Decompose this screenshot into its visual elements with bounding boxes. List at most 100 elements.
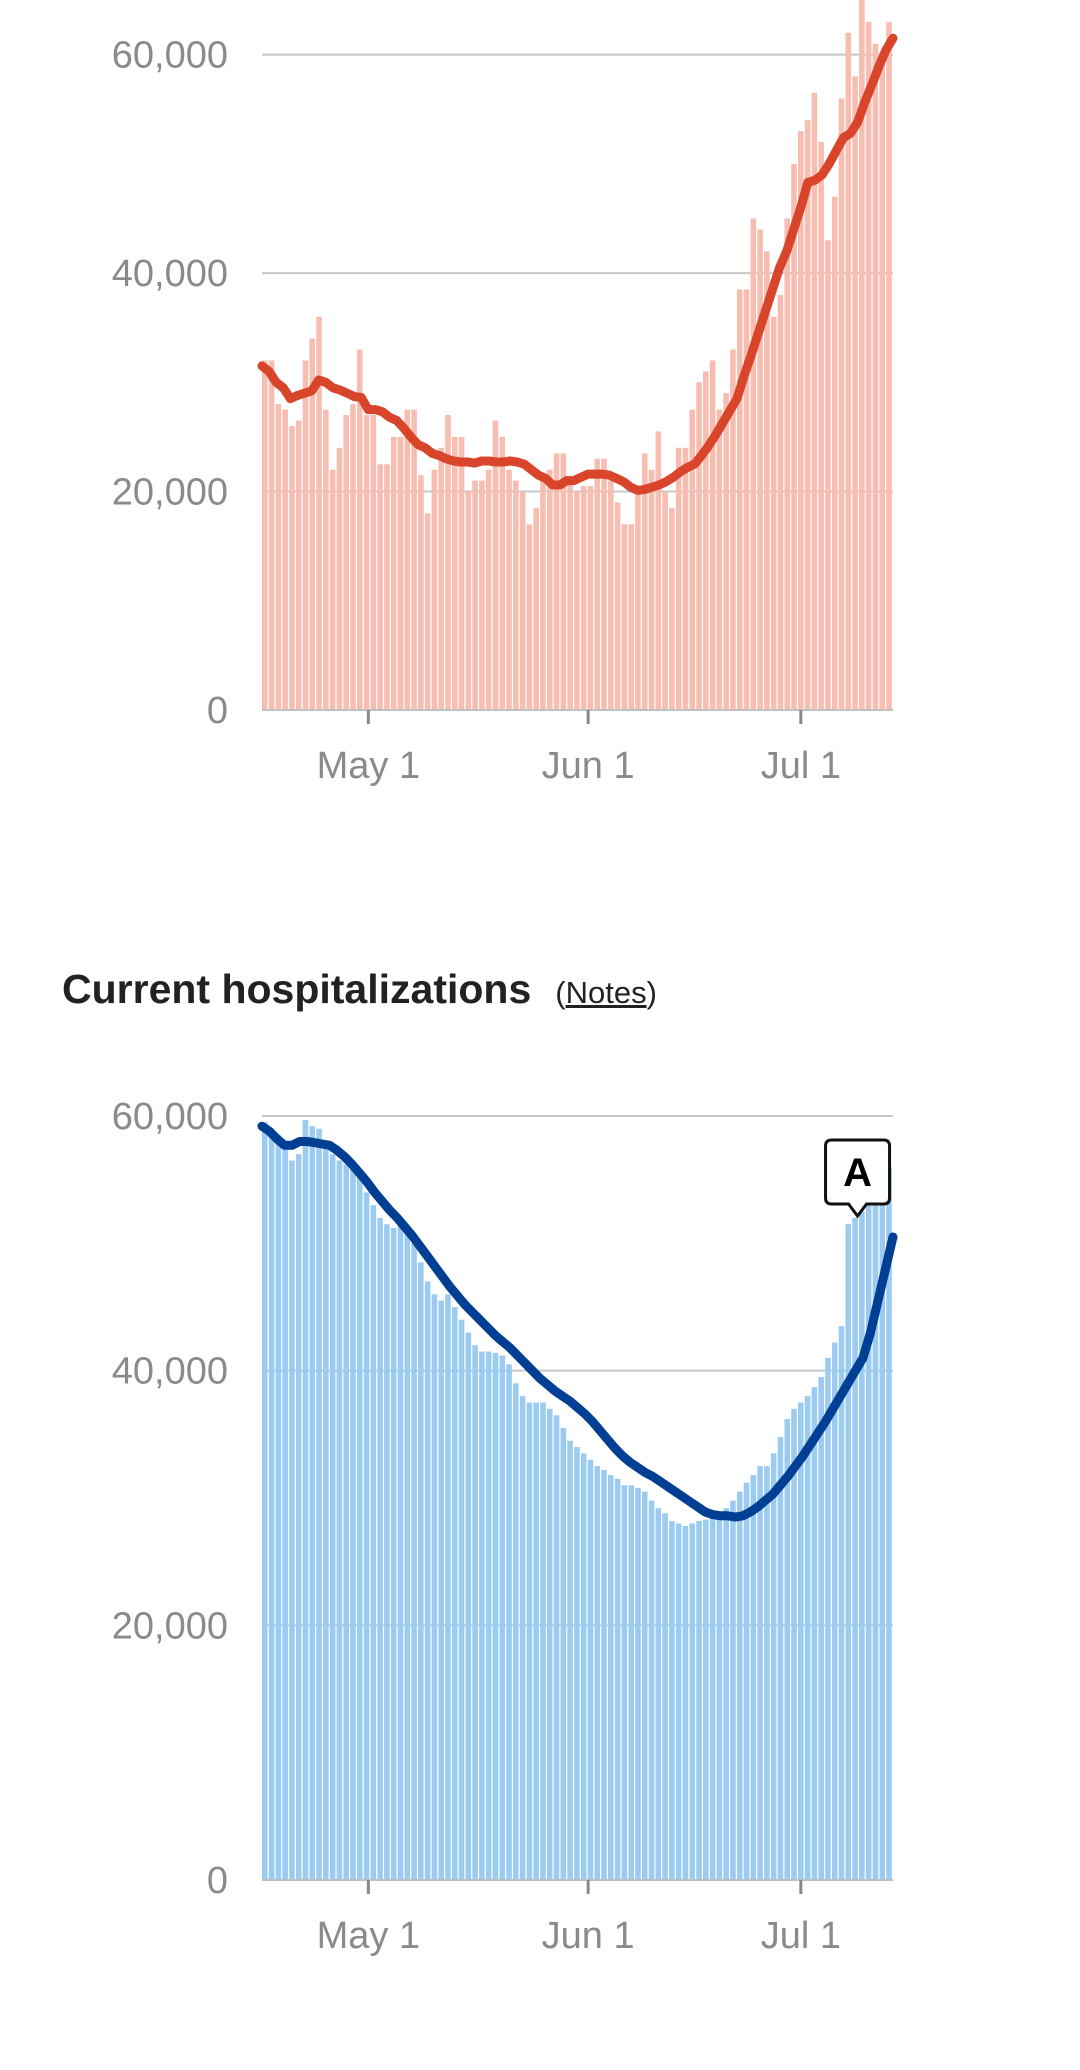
cases-y-tick-label: 20,000 bbox=[112, 472, 228, 514]
hosp-bar bbox=[648, 1500, 655, 1880]
cases-bar bbox=[865, 21, 872, 711]
cases-bar bbox=[852, 76, 858, 710]
hosp-bar bbox=[302, 1119, 309, 1880]
hosp-bar bbox=[411, 1243, 417, 1880]
cases-bar bbox=[886, 21, 892, 711]
hosp-bar bbox=[418, 1262, 424, 1880]
cases-bar bbox=[838, 98, 845, 710]
notes-open-paren: ( bbox=[555, 975, 566, 1010]
hosp-bar bbox=[553, 1415, 560, 1880]
cases-bar bbox=[859, 0, 865, 710]
hosp-bar bbox=[621, 1485, 628, 1880]
cases-bar bbox=[648, 469, 655, 710]
hosp-y-tick-label: 40,000 bbox=[112, 1351, 228, 1393]
cases-bar bbox=[730, 349, 736, 710]
hosp-bar bbox=[784, 1419, 791, 1880]
cases-y-tick-label: 0 bbox=[207, 690, 228, 732]
cases-bar bbox=[506, 469, 512, 710]
hosp-bar bbox=[309, 1126, 316, 1880]
cases-bar bbox=[703, 371, 709, 710]
cases-bar bbox=[262, 360, 268, 710]
hosp-bar bbox=[574, 1447, 580, 1880]
cases-bar bbox=[682, 447, 689, 710]
cases-bar bbox=[350, 404, 356, 710]
hosp-bar bbox=[445, 1294, 451, 1880]
hosp-x-tick-label: May 1 bbox=[317, 1915, 420, 1957]
notes-link[interactable]: Notes bbox=[565, 975, 647, 1010]
hosp-bar bbox=[723, 1508, 729, 1880]
hosp-bar bbox=[492, 1352, 499, 1880]
cases-bar bbox=[363, 415, 370, 710]
hosp-bar bbox=[404, 1233, 411, 1880]
hosp-y-tick-label: 0 bbox=[207, 1860, 228, 1902]
hosp-bar bbox=[594, 1466, 601, 1880]
cases-bar bbox=[601, 458, 607, 710]
cases-bar bbox=[879, 54, 886, 711]
hosp-bar bbox=[336, 1160, 343, 1880]
cases-bar bbox=[356, 349, 363, 710]
cases-bar bbox=[825, 240, 831, 710]
cases-bar bbox=[465, 491, 472, 710]
cases-chart: 0 20,000 40,000 60,000 May 1 Jun 1 Jul 1 bbox=[112, 0, 898, 787]
hosp-bar bbox=[479, 1351, 485, 1880]
hosp-bar bbox=[709, 1517, 716, 1880]
hosp-y-tick-label: 20,000 bbox=[112, 1605, 228, 1647]
hosp-bar bbox=[655, 1508, 662, 1880]
cases-bar bbox=[309, 338, 316, 710]
hospitalizations-title: Current hospitalizations bbox=[62, 966, 532, 1012]
hosp-bar bbox=[295, 1154, 302, 1880]
hosp-bar bbox=[879, 1173, 886, 1880]
hosp-bar bbox=[852, 1217, 858, 1880]
hosp-bar bbox=[451, 1307, 458, 1880]
hosp-bar bbox=[730, 1500, 736, 1880]
hosp-bar bbox=[363, 1192, 370, 1880]
hosp-bar bbox=[859, 1211, 865, 1880]
cases-x-tick-label: May 1 bbox=[317, 745, 420, 787]
cases-bar bbox=[397, 436, 404, 710]
hosp-bar bbox=[485, 1351, 492, 1880]
hosp-bar bbox=[770, 1453, 777, 1880]
cases-bar bbox=[580, 486, 587, 710]
cases-y-tick-label: 60,000 bbox=[112, 35, 228, 77]
cases-bar bbox=[546, 469, 553, 710]
hospitalizations-chart: A 0 20,000 40,000 60,000 May 1 Jun 1 Jul 1 bbox=[112, 1096, 898, 1957]
cases-bar bbox=[709, 360, 716, 710]
hosp-bar bbox=[533, 1402, 539, 1880]
cases-x-tick-labels: May 1 Jun 1 Jul 1 bbox=[317, 745, 841, 787]
hosp-annotation-badge[interactable] bbox=[824, 1138, 892, 1219]
hosp-bar bbox=[614, 1478, 621, 1880]
cases-bar bbox=[540, 480, 546, 710]
cases-bar bbox=[764, 251, 770, 711]
hosp-bar bbox=[560, 1427, 567, 1880]
cases-bar bbox=[831, 196, 838, 710]
hosp-bar bbox=[811, 1387, 818, 1880]
cases-x-tick-label: Jun 1 bbox=[542, 745, 635, 787]
hosp-bar bbox=[262, 1122, 268, 1880]
cases-bar bbox=[445, 415, 451, 710]
cases-bar bbox=[479, 480, 485, 710]
cases-bar bbox=[655, 431, 662, 710]
cases-x-axis bbox=[262, 709, 893, 724]
cases-bar bbox=[404, 409, 411, 710]
hosp-bar bbox=[499, 1355, 506, 1880]
cases-bar bbox=[499, 436, 506, 710]
cases-bar bbox=[370, 415, 377, 710]
hosp-bar bbox=[567, 1440, 573, 1880]
cases-bar bbox=[302, 360, 309, 710]
cases-bars bbox=[262, 0, 892, 711]
hosp-bar bbox=[838, 1326, 845, 1880]
cases-bar bbox=[770, 316, 777, 710]
hosp-annotation-group[interactable]: A bbox=[824, 1138, 892, 1219]
hosp-bar bbox=[397, 1217, 404, 1880]
hosp-bar bbox=[546, 1408, 553, 1880]
hosp-bar bbox=[268, 1128, 275, 1880]
cases-bar bbox=[268, 360, 275, 710]
hosp-y-tick-labels: 0 20,000 40,000 60,000 bbox=[112, 1096, 228, 1902]
hosp-bar bbox=[818, 1377, 824, 1880]
hosp-bar bbox=[458, 1319, 465, 1880]
cases-bar bbox=[553, 453, 560, 710]
cases-bar bbox=[621, 524, 628, 710]
hosp-x-tick-labels: May 1 Jun 1 Jul 1 bbox=[317, 1915, 841, 1957]
cases-bar bbox=[845, 32, 852, 710]
cases-bar bbox=[669, 507, 675, 710]
